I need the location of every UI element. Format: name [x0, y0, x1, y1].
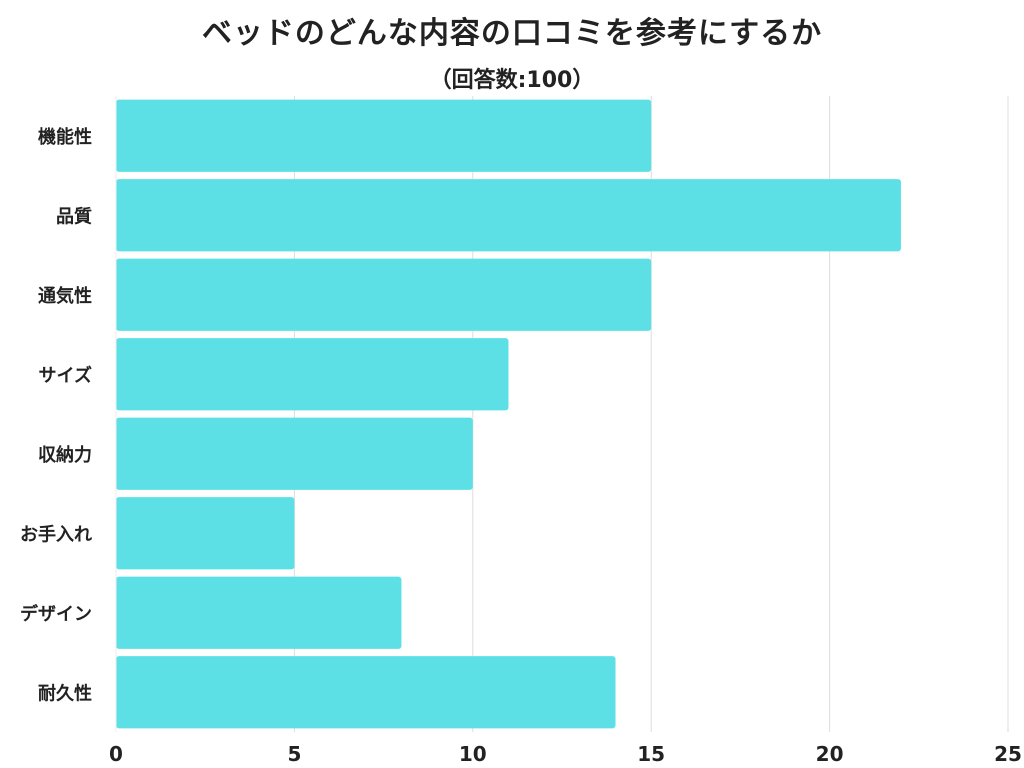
category-label-7: 耐久性	[38, 682, 92, 704]
x-tick-label-5: 25	[994, 742, 1022, 766]
category-label-3: サイズ	[39, 364, 92, 386]
chart-subtitle: （回答数:100）	[429, 68, 595, 93]
bar-7	[116, 656, 616, 729]
category-label-5: お手入れ	[20, 523, 92, 545]
category-label-2: 通気性	[38, 285, 92, 307]
x-tick-label-2: 10	[459, 742, 487, 766]
category-label-1: 品質	[56, 205, 92, 227]
bar-1	[116, 179, 901, 252]
bar-2	[116, 258, 652, 331]
bar-4	[116, 417, 473, 490]
x-tick-label-4: 20	[816, 742, 844, 766]
bar-0	[116, 99, 652, 172]
x-tick-label-1: 5	[287, 742, 301, 766]
category-label-4: 収納力	[38, 444, 92, 466]
x-tick-label-3: 15	[637, 742, 665, 766]
chart-title: ベッドのどんな内容の口コミを参考にするか	[201, 16, 823, 51]
category-label-0: 機能性	[38, 126, 92, 148]
category-label-6: デザイン	[20, 603, 92, 625]
x-tick-label-0: 0	[109, 742, 123, 766]
bar-3	[116, 338, 509, 411]
bar-6	[116, 576, 402, 649]
bar-5	[116, 497, 295, 570]
